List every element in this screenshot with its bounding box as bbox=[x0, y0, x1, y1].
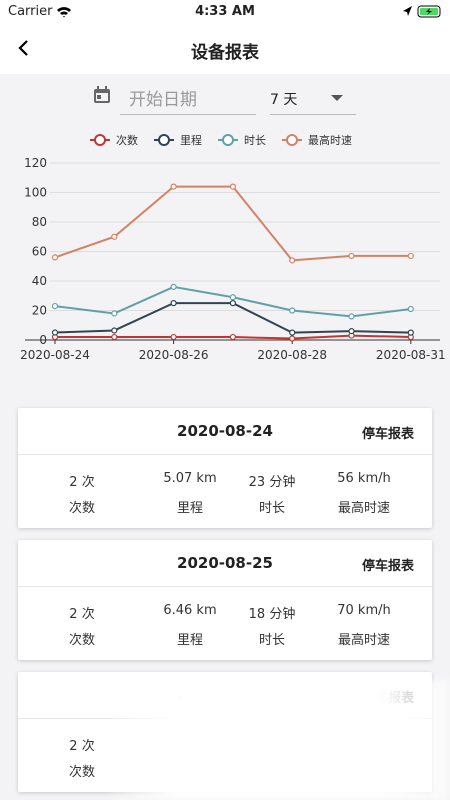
y-tick-label: 80 bbox=[32, 215, 47, 229]
y-tick-label: 120 bbox=[24, 156, 47, 170]
range-select[interactable]: 7 天 bbox=[270, 92, 298, 108]
card-action[interactable]: 停车报表 bbox=[361, 559, 414, 574]
y-tick-label: 40 bbox=[32, 274, 47, 288]
data-point bbox=[170, 283, 177, 290]
legend-marker bbox=[94, 134, 106, 146]
data-point bbox=[407, 329, 414, 336]
stat-label: 里程 bbox=[176, 501, 203, 516]
data-point bbox=[51, 254, 59, 261]
date-input[interactable]: 开始日期 bbox=[129, 90, 197, 110]
x-tick-label: 2020-08-31 bbox=[376, 348, 446, 362]
card-divider bbox=[18, 586, 432, 587]
page-title: 设备报表 bbox=[191, 43, 259, 63]
data-point bbox=[229, 300, 236, 307]
series-line bbox=[54, 302, 411, 334]
data-point bbox=[348, 328, 355, 335]
data-point bbox=[289, 335, 296, 342]
status-icons bbox=[403, 5, 441, 18]
data-point bbox=[407, 305, 414, 313]
card-divider bbox=[18, 454, 432, 455]
data-point bbox=[111, 310, 118, 317]
calendar-icon[interactable] bbox=[93, 86, 111, 104]
data-point bbox=[51, 329, 59, 336]
data-point bbox=[229, 333, 236, 341]
data-point bbox=[348, 313, 355, 320]
legend-marker bbox=[286, 134, 298, 146]
stat-label: 里程 bbox=[176, 633, 203, 648]
stat-value: 2 次 bbox=[69, 475, 95, 490]
legend-marker bbox=[158, 134, 170, 146]
nav-bar: 设备报表 bbox=[0, 24, 450, 74]
data-point bbox=[289, 329, 296, 336]
y-tick-label: 60 bbox=[32, 245, 47, 259]
stat-value: 5.07 km bbox=[163, 471, 217, 486]
data-point bbox=[289, 307, 296, 314]
report-card: 2020-08-25 停车报表 2 次次数 6.46 km 里程 18 分钟时长 70 km… bbox=[18, 540, 432, 660]
stat-value: 6.46 km bbox=[163, 603, 217, 618]
data-point bbox=[170, 333, 177, 341]
stat-label: 最高时速 bbox=[337, 633, 390, 648]
data-point bbox=[170, 300, 177, 307]
loading-blur bbox=[110, 680, 450, 800]
stat-label: 次数 bbox=[68, 501, 95, 516]
data-point bbox=[111, 233, 118, 240]
legend-label: 里程 bbox=[180, 134, 202, 147]
dropdown-arrow[interactable] bbox=[331, 94, 343, 102]
x-tick-label: 2020-08-28 bbox=[257, 348, 327, 362]
status-bar: Carrier 4:33 AM bbox=[0, 0, 450, 24]
data-point bbox=[289, 257, 296, 264]
stat-value: 2 次 bbox=[69, 607, 95, 622]
legend-marker bbox=[222, 134, 234, 146]
x-tick-label: 2020-08-26 bbox=[139, 348, 209, 362]
data-point bbox=[111, 327, 118, 334]
wifi-icon bbox=[57, 7, 71, 18]
data-point bbox=[229, 183, 236, 190]
y-tick-label: 100 bbox=[24, 186, 47, 200]
stat-label: 时长 bbox=[258, 501, 285, 516]
data-point bbox=[170, 183, 177, 190]
select-underline bbox=[270, 114, 356, 115]
stat-label: 最高时速 bbox=[337, 501, 390, 516]
stat-value: 56 km/h bbox=[337, 471, 391, 486]
x-tick-label: 2020-08-24 bbox=[20, 348, 90, 362]
legend-label: 最高时速 bbox=[308, 133, 352, 147]
data-point bbox=[348, 252, 355, 260]
report-panel: 开始日期 7 天 bbox=[0, 74, 450, 400]
data-point bbox=[111, 333, 118, 341]
y-tick-label: 20 bbox=[32, 304, 47, 318]
legend-label: 次数 bbox=[116, 133, 138, 147]
stat-label: 次数 bbox=[68, 765, 95, 780]
report-card: 2020-08-24 停车报表 2 次次数 5.07 km 里程 23 分钟时长 56 km… bbox=[18, 408, 432, 528]
stat-value: 70 km/h bbox=[337, 603, 391, 618]
stat-value: 23 分钟 bbox=[248, 475, 296, 490]
carrier: Carrier bbox=[8, 4, 53, 19]
data-point bbox=[229, 294, 236, 301]
card-date: 2020-08-25 bbox=[177, 554, 273, 572]
clock: 4:33 AM bbox=[195, 4, 255, 19]
data-point bbox=[407, 252, 414, 260]
series-line bbox=[54, 185, 411, 262]
input-underline bbox=[120, 114, 256, 115]
card-action[interactable]: 停车报表 bbox=[361, 427, 414, 442]
back-button[interactable] bbox=[16, 38, 32, 58]
stat-value: 18 分钟 bbox=[248, 607, 296, 622]
data-point bbox=[51, 302, 59, 310]
card-date: 2020-08-24 bbox=[177, 422, 273, 440]
stat-value: 2 次 bbox=[69, 739, 95, 754]
legend-label: 时长 bbox=[244, 134, 266, 147]
stat-label: 次数 bbox=[68, 633, 95, 648]
stat-label: 时长 bbox=[258, 633, 285, 648]
